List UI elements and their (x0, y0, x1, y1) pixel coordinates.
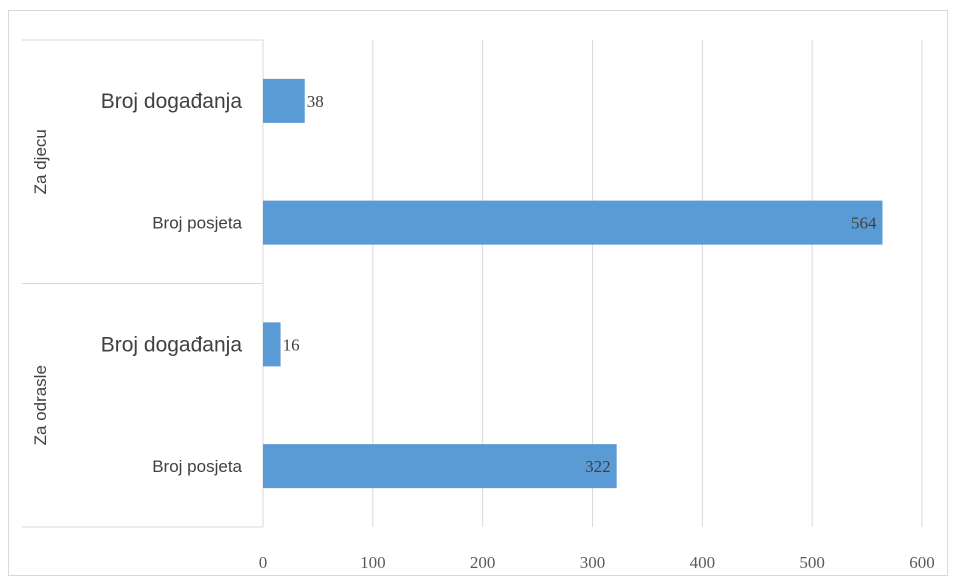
bar (263, 78, 305, 123)
x-tick-label: 400 (690, 553, 716, 572)
x-tick-label: 300 (580, 553, 606, 572)
category-label: Broj događanja (101, 90, 243, 113)
category-label: Broj posjeta (152, 214, 242, 233)
x-tick-label: 200 (470, 553, 496, 572)
x-tick-label: 0 (259, 553, 268, 572)
chart-frame (8, 10, 948, 576)
data-label: 564 (851, 214, 877, 233)
labels: 0 100 200 300 400 500 600 Za djecu Broj događanj… (31, 90, 935, 572)
x-tick-label: 500 (799, 553, 825, 572)
group-label: Za odrasle (31, 365, 50, 445)
data-label: 16 (283, 335, 300, 354)
x-tick-label: 600 (909, 553, 935, 572)
data-label: 322 (585, 457, 611, 476)
category-label: Broj posjeta (152, 457, 242, 476)
axes (22, 39, 264, 528)
bars (263, 78, 883, 489)
group-label: Za djecu (31, 129, 50, 194)
bar (263, 444, 617, 489)
x-tick-label: 100 (360, 553, 386, 572)
category-label: Broj događanja (101, 333, 243, 356)
bar (263, 200, 883, 245)
data-label: 38 (307, 92, 324, 111)
bar (263, 322, 281, 367)
